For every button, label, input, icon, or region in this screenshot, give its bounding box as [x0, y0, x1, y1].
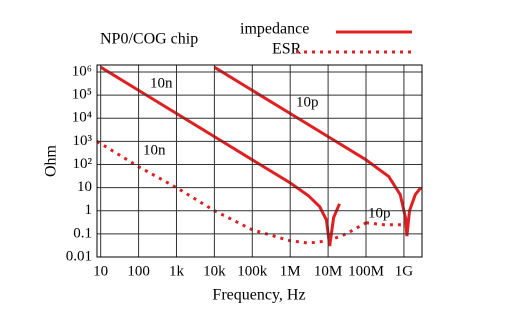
- x-tick-label: 100k: [237, 263, 268, 279]
- legend-label: ESR: [272, 41, 302, 58]
- series-line: [213, 65, 422, 237]
- y-tick-label: 10: [77, 179, 92, 195]
- series-line: [97, 140, 367, 245]
- x-tick-label: 100M: [348, 263, 384, 279]
- x-tick-label: 10k: [203, 263, 226, 279]
- x-tick-label: 100: [127, 263, 150, 279]
- x-tick-label: 10M: [314, 263, 342, 279]
- legend-label: impedance: [240, 21, 309, 38]
- y-tick-label: 1: [85, 202, 93, 218]
- series-label: 10p: [296, 94, 319, 110]
- y-tick-label: 10³: [73, 133, 93, 149]
- chart-title: NP0/COG chip: [100, 31, 198, 48]
- y-axis-title: Ohm: [43, 144, 60, 177]
- series-label: 10p: [368, 205, 391, 221]
- series-label: 10n: [150, 75, 173, 91]
- y-tick-label: 0.1: [73, 225, 92, 241]
- y-tick-label: 10⁶: [72, 63, 92, 79]
- x-tick-label: 1k: [169, 263, 185, 279]
- x-tick-label: 1M: [280, 263, 301, 279]
- y-tick-label: 10⁴: [72, 110, 92, 126]
- x-tick-label: 1G: [395, 263, 414, 279]
- y-tick-label: 10²: [73, 156, 93, 172]
- series-label: 10n: [143, 142, 166, 158]
- x-axis-title: Frequency, Hz: [212, 287, 305, 304]
- y-tick-label: 10⁵: [72, 87, 92, 103]
- plot-frame: [96, 64, 423, 258]
- series-line: [365, 221, 404, 227]
- y-tick-label: 0.01: [66, 248, 92, 264]
- x-tick-label: 10: [93, 263, 108, 279]
